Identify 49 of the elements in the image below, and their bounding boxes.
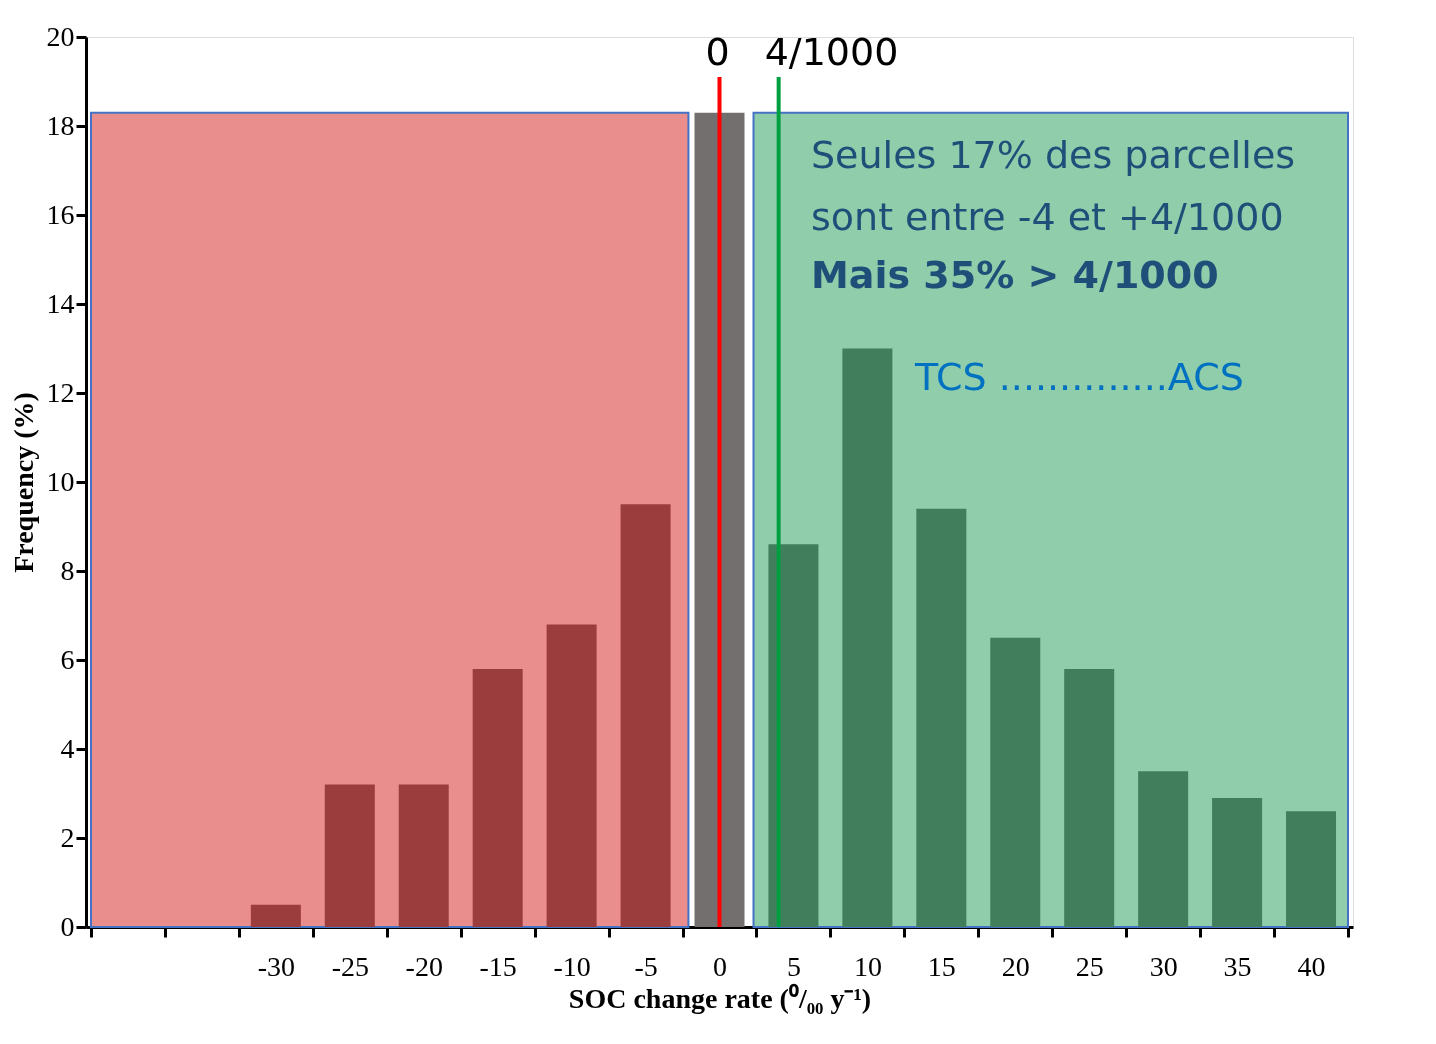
y-tick-label: 16 — [46, 198, 75, 230]
annotation: sont entre -4 et +4/1000 — [811, 195, 1284, 239]
x-axis-title: SOC change rate (⁰/₀₀ y⁻¹) — [568, 982, 872, 1014]
bar — [990, 637, 1041, 927]
y-tick-label: 20 — [46, 20, 75, 52]
bar — [546, 624, 597, 927]
x-tick-label: 35 — [1223, 950, 1252, 982]
x-tick-label: 30 — [1149, 950, 1178, 982]
x-tick-label: 25 — [1075, 950, 1104, 982]
x-tick-label: -30 — [257, 950, 296, 982]
annotation: Seules 17% des parcelles — [811, 133, 1296, 177]
bar — [324, 784, 375, 927]
x-tick-label: 5 — [786, 950, 801, 982]
x-tick-label: 10 — [853, 950, 882, 982]
y-tick-label: 8 — [60, 554, 75, 586]
annotation: TCS ..............ACS — [914, 355, 1244, 399]
y-tick-label: 2 — [60, 821, 75, 853]
bar — [1212, 797, 1263, 927]
bar — [842, 348, 893, 927]
bar — [916, 508, 967, 927]
y-tick-label: 12 — [46, 376, 75, 408]
bar — [1138, 771, 1189, 927]
bar — [694, 112, 745, 927]
y-tick-label: 6 — [60, 643, 75, 675]
x-tick-label: 40 — [1297, 950, 1326, 982]
y-axis-title: Frequency (%) — [7, 392, 39, 573]
y-tick-label: 18 — [46, 109, 75, 141]
bar — [768, 544, 819, 927]
ref-line-label: 4/1000 — [764, 30, 899, 74]
bar — [398, 784, 449, 927]
bar — [1286, 811, 1337, 927]
x-tick-label: 15 — [927, 950, 956, 982]
x-tick-label: -10 — [553, 950, 591, 982]
y-tick-label: 4 — [60, 732, 75, 764]
x-tick-label: 0 — [713, 950, 727, 982]
ref-line-label: 0 — [705, 30, 730, 74]
y-tick-label: 10 — [46, 465, 75, 497]
bar — [472, 668, 523, 927]
bar — [1064, 668, 1115, 927]
x-tick-label: 20 — [1001, 950, 1030, 982]
x-tick-label: -5 — [634, 950, 658, 982]
bar — [620, 504, 671, 927]
y-tick-label: 14 — [46, 287, 75, 319]
bar — [250, 904, 301, 927]
x-tick-label: -15 — [479, 950, 517, 982]
x-tick-label: -25 — [331, 950, 369, 982]
y-tick-label: 0 — [60, 910, 75, 942]
x-tick-label: -20 — [405, 950, 443, 982]
annotation: Mais 35% > 4/1000 — [811, 253, 1219, 297]
